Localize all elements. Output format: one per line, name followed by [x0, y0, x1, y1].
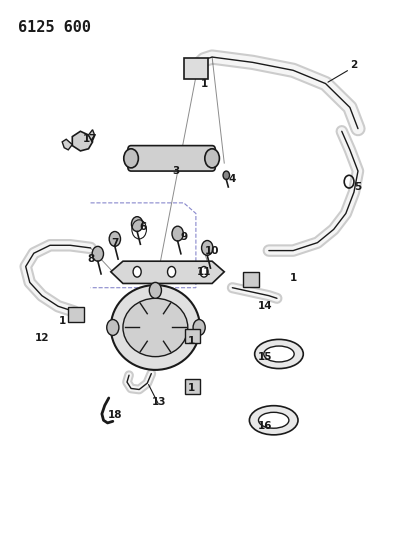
Circle shape — [193, 319, 205, 335]
Ellipse shape — [264, 346, 294, 362]
Ellipse shape — [123, 298, 188, 357]
Ellipse shape — [111, 285, 200, 370]
Polygon shape — [72, 131, 93, 151]
Text: 15: 15 — [257, 352, 272, 361]
Text: 5: 5 — [355, 182, 361, 192]
Circle shape — [172, 226, 183, 241]
Circle shape — [133, 266, 141, 277]
Circle shape — [168, 266, 175, 277]
FancyBboxPatch shape — [184, 328, 200, 343]
Circle shape — [149, 282, 162, 298]
Text: 9: 9 — [180, 232, 187, 243]
Text: 18: 18 — [108, 410, 122, 420]
Text: 12: 12 — [35, 333, 49, 343]
FancyBboxPatch shape — [243, 272, 259, 287]
Text: 8: 8 — [87, 254, 94, 263]
Text: 6: 6 — [140, 222, 147, 232]
Circle shape — [131, 216, 143, 231]
Circle shape — [205, 149, 220, 168]
Polygon shape — [111, 261, 224, 284]
Ellipse shape — [259, 413, 289, 428]
Text: 2: 2 — [350, 60, 357, 70]
Text: 13: 13 — [152, 397, 167, 407]
Text: 1: 1 — [290, 273, 297, 283]
FancyBboxPatch shape — [68, 308, 84, 322]
Circle shape — [92, 246, 104, 261]
Circle shape — [124, 149, 138, 168]
Circle shape — [223, 171, 230, 180]
Text: 6125 600: 6125 600 — [18, 20, 91, 35]
Circle shape — [107, 319, 119, 335]
Text: 10: 10 — [205, 246, 220, 256]
Text: 14: 14 — [257, 301, 272, 311]
Text: 11: 11 — [197, 267, 211, 277]
Ellipse shape — [249, 406, 298, 435]
Text: 1: 1 — [200, 78, 208, 88]
Text: 1: 1 — [58, 316, 66, 326]
Ellipse shape — [255, 340, 303, 368]
Text: 17: 17 — [83, 134, 98, 144]
Text: 1: 1 — [188, 336, 195, 346]
Circle shape — [109, 231, 120, 246]
FancyBboxPatch shape — [184, 58, 208, 79]
Circle shape — [202, 240, 213, 255]
Text: 4: 4 — [228, 174, 236, 184]
Text: 1: 1 — [188, 383, 195, 393]
Polygon shape — [89, 130, 95, 140]
Polygon shape — [62, 139, 72, 150]
Text: 7: 7 — [111, 238, 119, 248]
Circle shape — [200, 266, 208, 277]
FancyBboxPatch shape — [184, 379, 200, 394]
FancyBboxPatch shape — [128, 146, 215, 171]
Text: 3: 3 — [172, 166, 179, 176]
Text: 16: 16 — [257, 421, 272, 431]
